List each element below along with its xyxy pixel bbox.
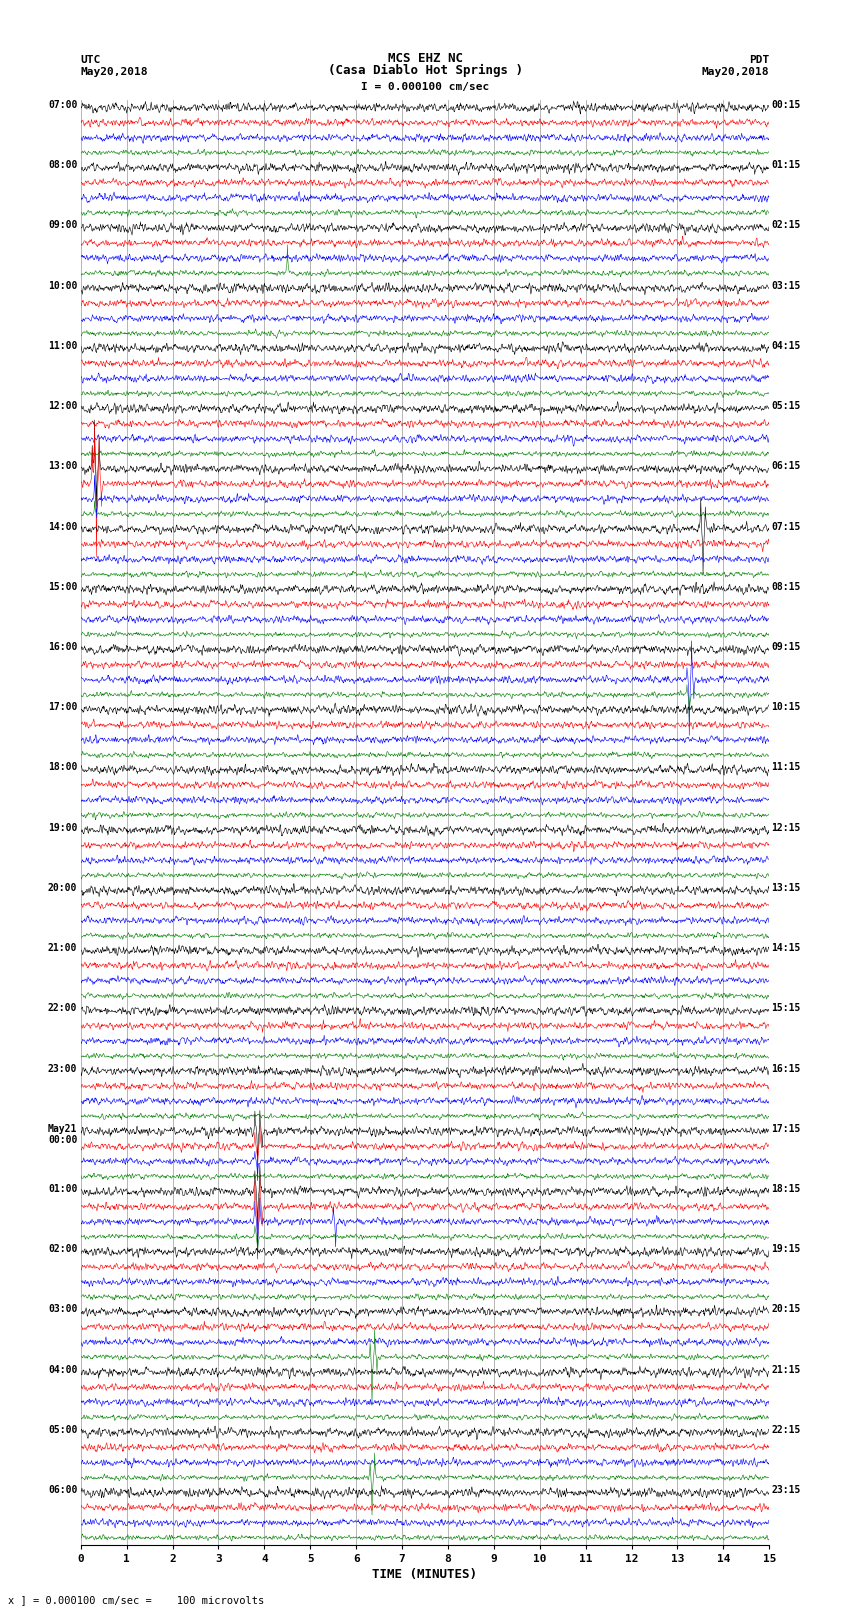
- Text: 20:00: 20:00: [48, 882, 77, 894]
- Text: 10:00: 10:00: [48, 281, 77, 290]
- Text: 06:00: 06:00: [48, 1486, 77, 1495]
- Text: 09:15: 09:15: [771, 642, 801, 652]
- Text: 20:15: 20:15: [771, 1305, 801, 1315]
- Text: 12:00: 12:00: [48, 402, 77, 411]
- Text: 11:15: 11:15: [771, 763, 801, 773]
- Text: 18:15: 18:15: [771, 1184, 801, 1194]
- Text: 07:15: 07:15: [771, 521, 801, 532]
- Text: 04:15: 04:15: [771, 340, 801, 352]
- Text: 15:15: 15:15: [771, 1003, 801, 1013]
- Text: 21:15: 21:15: [771, 1365, 801, 1374]
- Text: 17:00: 17:00: [48, 702, 77, 713]
- Text: PDT: PDT: [749, 55, 769, 65]
- Text: x ] = 0.000100 cm/sec =    100 microvolts: x ] = 0.000100 cm/sec = 100 microvolts: [8, 1595, 264, 1605]
- Text: 00:15: 00:15: [771, 100, 801, 110]
- Text: 03:00: 03:00: [48, 1305, 77, 1315]
- Text: May20,2018: May20,2018: [81, 68, 148, 77]
- Text: 13:15: 13:15: [771, 882, 801, 894]
- Text: 07:00: 07:00: [48, 100, 77, 110]
- Text: 11:00: 11:00: [48, 340, 77, 352]
- Text: 09:00: 09:00: [48, 221, 77, 231]
- Text: MCS EHZ NC: MCS EHZ NC: [388, 52, 462, 65]
- Text: 22:15: 22:15: [771, 1424, 801, 1436]
- Text: 14:00: 14:00: [48, 521, 77, 532]
- Text: 16:00: 16:00: [48, 642, 77, 652]
- Text: 02:00: 02:00: [48, 1244, 77, 1255]
- Text: 10:15: 10:15: [771, 702, 801, 713]
- Text: (Casa Diablo Hot Springs ): (Casa Diablo Hot Springs ): [327, 65, 523, 77]
- Text: 22:00: 22:00: [48, 1003, 77, 1013]
- Text: 01:00: 01:00: [48, 1184, 77, 1194]
- Text: 16:15: 16:15: [771, 1063, 801, 1074]
- Text: 01:15: 01:15: [771, 160, 801, 171]
- Text: 06:15: 06:15: [771, 461, 801, 471]
- Text: 05:15: 05:15: [771, 402, 801, 411]
- Text: I = 0.000100 cm/sec: I = 0.000100 cm/sec: [361, 82, 489, 92]
- Text: 08:15: 08:15: [771, 582, 801, 592]
- Text: 17:15: 17:15: [771, 1124, 801, 1134]
- Text: 15:00: 15:00: [48, 582, 77, 592]
- Text: May21
00:00: May21 00:00: [48, 1124, 77, 1145]
- Text: 12:15: 12:15: [771, 823, 801, 832]
- Text: 08:00: 08:00: [48, 160, 77, 171]
- Text: 03:15: 03:15: [771, 281, 801, 290]
- Text: 04:00: 04:00: [48, 1365, 77, 1374]
- Text: 18:00: 18:00: [48, 763, 77, 773]
- Text: 02:15: 02:15: [771, 221, 801, 231]
- Text: 21:00: 21:00: [48, 944, 77, 953]
- Text: 05:00: 05:00: [48, 1424, 77, 1436]
- Text: 23:15: 23:15: [771, 1486, 801, 1495]
- Text: 13:00: 13:00: [48, 461, 77, 471]
- Text: May20,2018: May20,2018: [702, 68, 769, 77]
- Text: 19:00: 19:00: [48, 823, 77, 832]
- Text: UTC: UTC: [81, 55, 101, 65]
- Text: 19:15: 19:15: [771, 1244, 801, 1255]
- X-axis label: TIME (MINUTES): TIME (MINUTES): [372, 1568, 478, 1581]
- Text: 23:00: 23:00: [48, 1063, 77, 1074]
- Text: 14:15: 14:15: [771, 944, 801, 953]
